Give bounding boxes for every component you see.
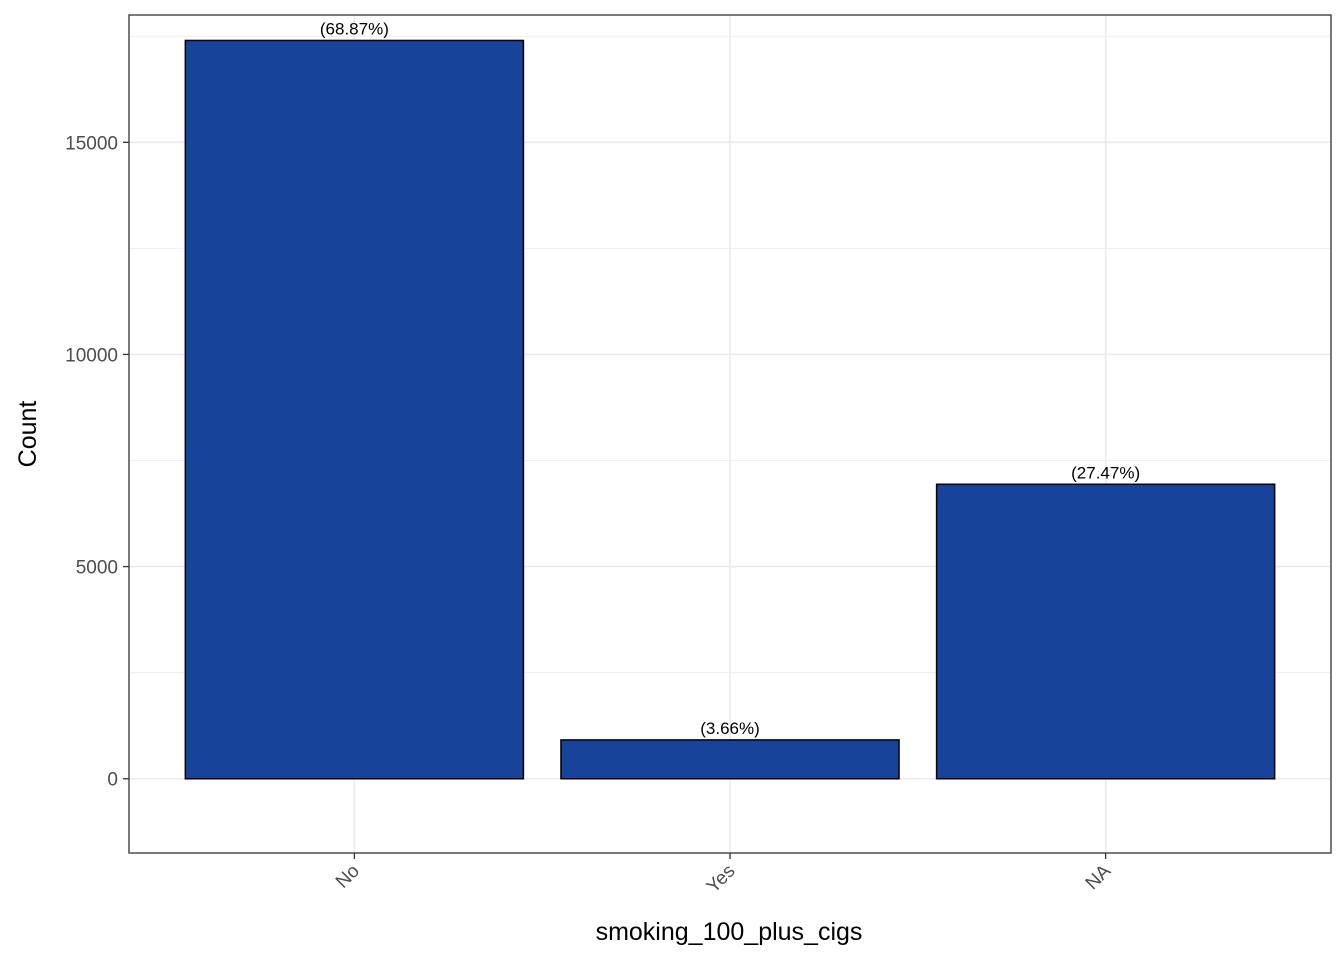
plot-panel-border [128, 14, 1332, 854]
x-axis-title: smoking_100_plus_cigs [596, 918, 863, 946]
y-tick-label: 5000 [76, 558, 118, 579]
x-tick-label: Yes [703, 861, 740, 898]
y-axis-ticks: 0 5000 10000 15000 [65, 133, 129, 791]
bar-labels: (68.87%) (3.66%) (27.47%) [320, 19, 1140, 737]
x-axis-ticks: No Yes NA [332, 853, 1116, 898]
bar [184, 39, 525, 780]
y-axis-title: Count [14, 401, 42, 468]
y-tick-label: 15000 [65, 133, 118, 154]
bar-percent-label: (68.87%) [320, 19, 389, 38]
bar-percent-label: (3.66%) [700, 719, 760, 738]
y-tick-label: 10000 [65, 345, 118, 366]
bar [935, 483, 1276, 780]
x-tick-label: No [332, 861, 364, 893]
bars [184, 39, 1276, 780]
bar [560, 739, 900, 780]
y-tick-label: 0 [107, 770, 118, 791]
bar-percent-label: (27.47%) [1071, 463, 1140, 482]
x-tick-label: NA [1082, 860, 1116, 894]
